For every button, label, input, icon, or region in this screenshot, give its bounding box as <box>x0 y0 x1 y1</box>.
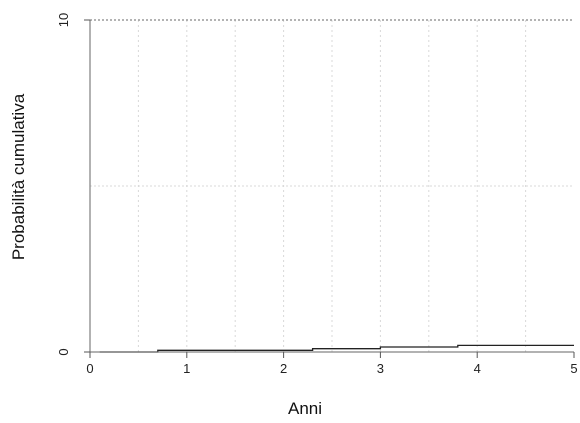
x-tick-label: 5 <box>570 361 577 376</box>
tick-labels: 0 1 2 3 4 5 0 10 <box>56 13 578 376</box>
y-tick-label: 0 <box>56 348 71 355</box>
x-axis-title: Anni <box>288 399 322 418</box>
x-tick-label: 2 <box>280 361 287 376</box>
series-line-0 <box>99 344 574 353</box>
x-tick-label: 1 <box>183 361 190 376</box>
y-tick-label: 10 <box>56 13 71 27</box>
x-tick-label: 3 <box>377 361 384 376</box>
series-lines <box>99 344 574 353</box>
grid-lines <box>90 19 574 352</box>
x-tick-label: 4 <box>474 361 481 376</box>
x-tick-label: 0 <box>86 361 93 376</box>
y-axis-title: Probabilità cumulativa <box>9 93 28 260</box>
axes <box>84 19 575 358</box>
